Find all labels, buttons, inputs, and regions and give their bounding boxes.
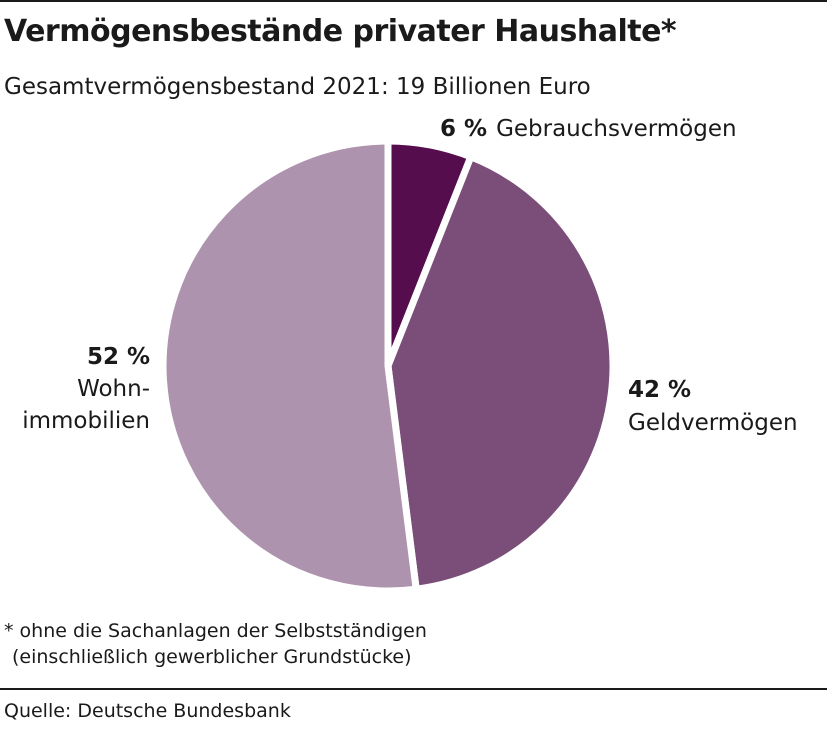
value-label-gebrauchsvermoegen: 6 %: [440, 116, 487, 142]
slice-wohnimmobilien: [159, 137, 420, 595]
chart-title: Vermögensbestände privater Haushalte*: [4, 14, 677, 49]
value-label-geldvermoegen: 42 %: [628, 377, 691, 403]
bottom-rule: [0, 688, 827, 690]
value-label-wohnimmobilien: 52 %: [87, 344, 150, 370]
category-label-wohnimmobilien-line1: Wohn-: [77, 376, 150, 402]
pie-chart: 6 % Gebrauchsvermögen 42 % Geldvermögen 5…: [22, 116, 798, 595]
category-label-wohnimmobilien-line2: immobilien: [22, 408, 150, 434]
pie-slices: [159, 137, 617, 595]
label-gebrauchsvermoegen: 6 % Gebrauchsvermögen: [440, 116, 737, 142]
category-label-gebrauchsvermoegen: Gebrauchsvermögen: [496, 116, 737, 142]
source-note: Quelle: Deutsche Bundesbank: [4, 700, 291, 722]
footnote: * ohne die Sachanlagen der Selbstständig…: [4, 618, 427, 670]
footnote-line-2: (einschließlich gewerblicher Grundstücke…: [12, 646, 412, 668]
top-rule: [0, 0, 827, 2]
chart-subtitle: Gesamtvermögensbestand 2021: 19 Billione…: [4, 74, 591, 100]
category-label-geldvermoegen: Geldvermögen: [628, 410, 798, 436]
footnote-line-1: * ohne die Sachanlagen der Selbstständig…: [4, 620, 427, 642]
slice-geldvermoegen: [384, 153, 617, 593]
